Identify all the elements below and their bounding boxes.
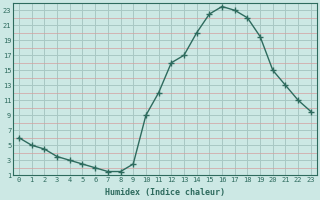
X-axis label: Humidex (Indice chaleur): Humidex (Indice chaleur) <box>105 188 225 197</box>
